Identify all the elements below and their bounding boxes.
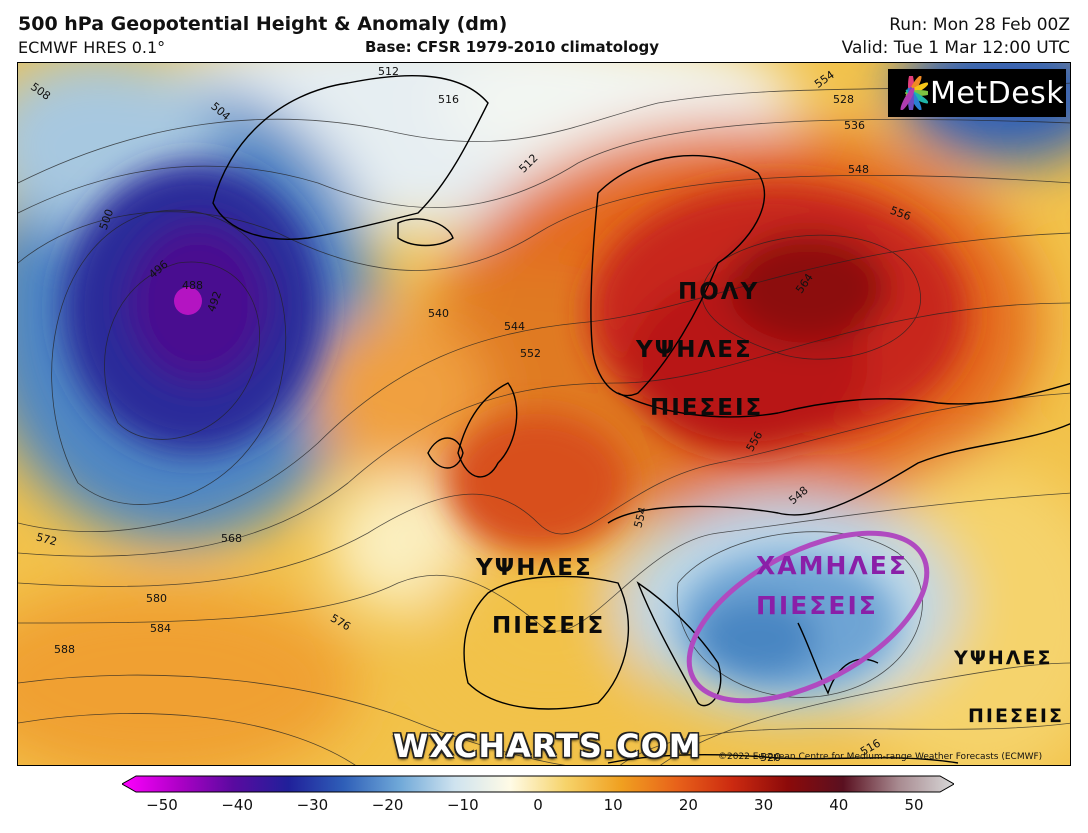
colorbar-tick-label: 30 — [754, 796, 774, 814]
anomaly-field — [18, 63, 1070, 765]
metdesk-logo-text: MetDesk — [930, 75, 1065, 111]
contour-label: 548 — [848, 163, 869, 176]
colorbar-tick-label: 20 — [678, 796, 698, 814]
contour-label: 588 — [54, 643, 75, 656]
colorbar-tick-label: 0 — [533, 796, 543, 814]
anomaly-colorbar — [120, 775, 956, 793]
annotation-pieseis-north: ΠΙΕΣΕΙΣ — [650, 395, 764, 421]
climatology-base-label: Base: CFSR 1979-2010 climatology — [365, 38, 660, 56]
colorbar-tick-label: 40 — [829, 796, 849, 814]
metdesk-flower-icon — [900, 76, 928, 110]
contour-label: 540 — [428, 307, 449, 320]
contour-label: 528 — [833, 93, 854, 106]
colorbar-tick-label: −10 — [446, 796, 479, 814]
annotation-poly: ΠΟΛΥ — [678, 279, 760, 305]
annotation-chamiles: ΧΑΜΗΛΕΣ — [756, 551, 908, 580]
anomaly-map[interactable]: 508 504 500 512 512 516 488 492 496 540 … — [17, 62, 1071, 766]
contour-label: 568 — [221, 532, 242, 545]
annotation-pieseis-low: ΠΙΕΣΕΙΣ — [756, 591, 878, 620]
colorbar-tick-label: −40 — [221, 796, 254, 814]
colorbar-tick-label: −20 — [371, 796, 404, 814]
model-label: ECMWF HRES 0.1° — [18, 38, 166, 57]
contour-label: 520 — [760, 751, 781, 764]
annotation-ypsiles-north: ΥΨΗΛΕΣ — [636, 337, 753, 363]
ecmwf-copyright: ©2022 European Centre for Medium-range W… — [718, 752, 1043, 762]
contour-label: 552 — [520, 347, 541, 360]
contour-label: 536 — [844, 119, 865, 132]
colorbar-tick-label: 50 — [904, 796, 924, 814]
metdesk-logo: MetDesk — [888, 69, 1066, 117]
contour-label: 544 — [504, 320, 525, 333]
run-time-label: Run: Mon 28 Feb 00Z — [889, 15, 1070, 35]
contour-label: 584 — [150, 622, 171, 635]
low-pressure-highlight-ellipse — [686, 530, 930, 704]
colorbar-tick-label: −50 — [146, 796, 178, 814]
annotation-pieseis-west: ΠΙΕΣΕΙΣ — [492, 613, 606, 639]
contour-label: 580 — [146, 592, 167, 605]
colorbar-scale — [120, 775, 956, 793]
annotation-pieseis-east: ΠΙΕΣΕΙΣ — [968, 705, 1064, 727]
valid-time-label: Valid: Tue 1 Mar 12:00 UTC — [841, 38, 1070, 58]
wxcharts-watermark: WXCHARTS.COM — [393, 727, 702, 765]
colorbar-tick-label: −30 — [296, 796, 329, 814]
colorbar-tick-label: 10 — [603, 796, 623, 814]
contour-label: 512 — [378, 65, 399, 78]
contour-label: 516 — [438, 93, 459, 106]
annotation-ypsiles-east: ΥΨΗΛΕΣ — [954, 647, 1053, 669]
colorbar-tick-labels: −50 −40 −30 −20 −10 0 10 20 30 40 50 — [0, 796, 1088, 820]
annotation-ypsiles-west: ΥΨΗΛΕΣ — [476, 555, 593, 581]
contour-label: 488 — [182, 279, 203, 292]
chart-title: 500 hPa Geopotential Height & Anomaly (d… — [18, 13, 508, 35]
